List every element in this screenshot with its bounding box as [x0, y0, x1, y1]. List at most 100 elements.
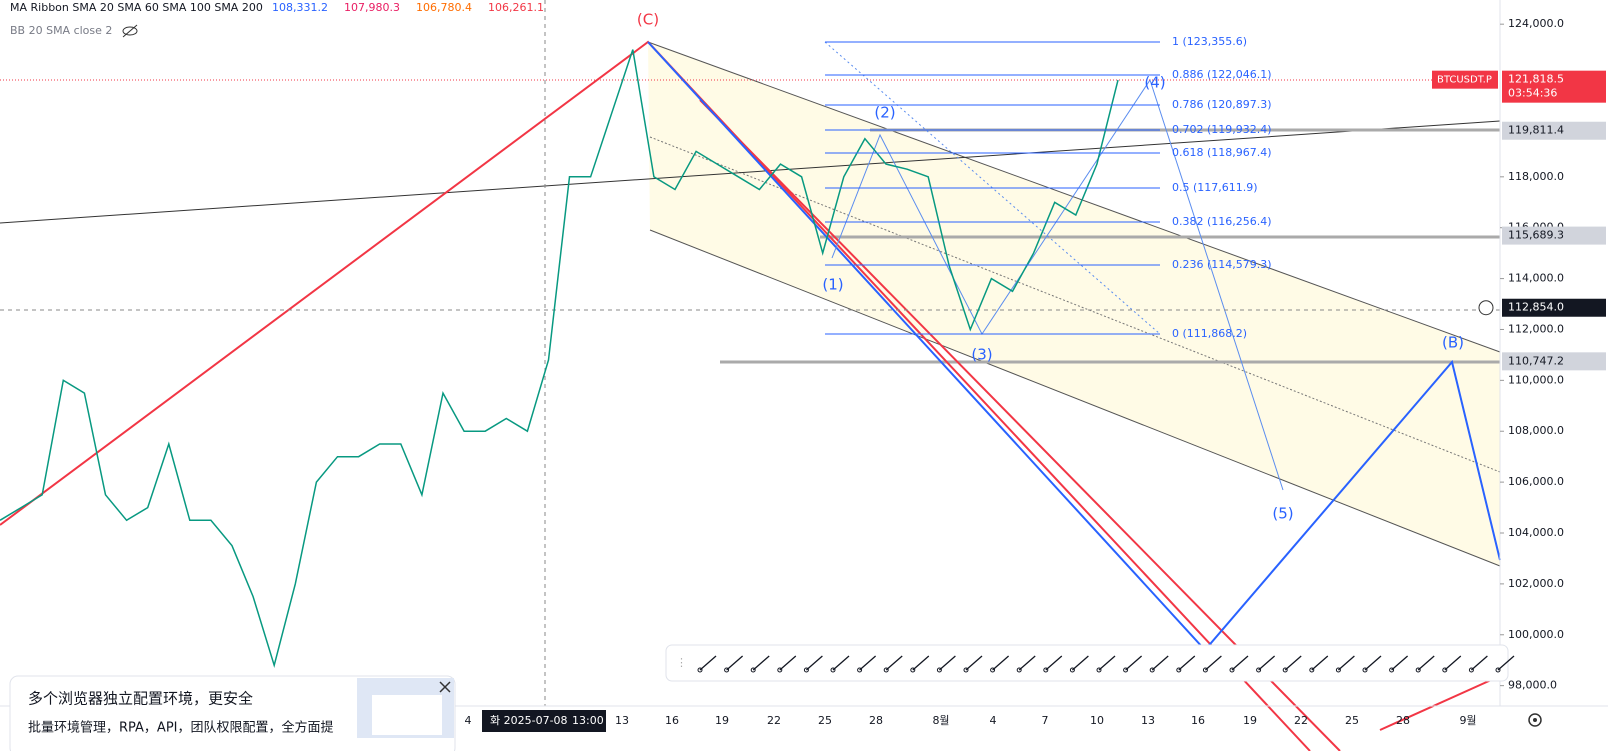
- fib-diagonal: [824, 41, 1161, 335]
- ad-body: 批量环境管理，RPA，API，团队权限配置，全方面提: [28, 720, 334, 736]
- fib-label: 0.786 (120,897.3): [1172, 98, 1272, 111]
- toolbar-button[interactable]: [990, 655, 1010, 673]
- icon-stroke: [1497, 655, 1515, 671]
- toolbar-button[interactable]: [1256, 655, 1276, 673]
- crosshair-price-label: 112,854.0: [1508, 301, 1564, 314]
- ad-title: 多个浏览器独立配置环境，更安全: [28, 690, 253, 708]
- icon-dot: [1043, 667, 1049, 673]
- icon-stroke: [965, 655, 983, 671]
- toolbar-button[interactable]: [1016, 655, 1036, 673]
- toolbar-button[interactable]: [963, 655, 983, 673]
- x-tick-label: 10: [1090, 714, 1104, 727]
- toolbar-button[interactable]: [750, 655, 770, 673]
- x-tick-label: 16: [665, 714, 679, 727]
- legend-bb: BB 20 SMA close 2: [10, 24, 112, 37]
- icon-dot: [697, 667, 703, 673]
- toolbar-button[interactable]: [1442, 655, 1462, 673]
- eye-icon[interactable]: [122, 24, 138, 38]
- ad-close[interactable]: [439, 681, 451, 693]
- fib-label: 1 (123,355.6): [1172, 35, 1247, 48]
- icon-dot: [830, 667, 836, 673]
- toolbar-button[interactable]: [857, 655, 877, 673]
- x-tick-label: 19: [715, 714, 729, 727]
- legend-value: 107,980.3: [344, 1, 400, 14]
- fib-label: 0.382 (116,256.4): [1172, 215, 1272, 228]
- toolbar-button[interactable]: [883, 655, 903, 673]
- price-tag-label: 121,818.5: [1508, 73, 1564, 86]
- toolbar-button[interactable]: [1495, 655, 1515, 673]
- wave-red: [699, 99, 1341, 751]
- icon-stroke: [1337, 655, 1355, 671]
- fib-label: 0.702 (119,932.4): [1172, 123, 1272, 136]
- icon-dot: [1096, 667, 1102, 673]
- icon-dot: [857, 667, 863, 673]
- toolbar-button[interactable]: [1176, 655, 1196, 673]
- settings-icon[interactable]: [1528, 713, 1542, 727]
- legend-ma: MA Ribbon SMA 20 SMA 60 SMA 100 SMA 200: [10, 1, 263, 14]
- x-tick-label: 4: [465, 714, 472, 727]
- icon-dot: [990, 667, 996, 673]
- plus-button[interactable]: [1478, 300, 1494, 316]
- x-tick-label: 4: [990, 714, 997, 727]
- toolbar-button[interactable]: [1468, 655, 1488, 673]
- icon-stroke: [885, 655, 903, 671]
- icon-stroke: [805, 655, 823, 671]
- x-tick-label: 7: [1042, 714, 1049, 727]
- icon-dot: [750, 667, 756, 673]
- price-line: [0, 49, 1119, 669]
- toolbar-button[interactable]: [1335, 655, 1355, 673]
- toolbar-button[interactable]: [697, 655, 717, 673]
- icon-dot: [1362, 667, 1368, 673]
- icon-stroke: [1364, 655, 1382, 671]
- toolbar-button[interactable]: [1309, 655, 1329, 673]
- crosshair-date: 화 2025-07-08: [490, 714, 568, 727]
- icon-dot: [1442, 667, 1448, 673]
- toolbar-button[interactable]: [1202, 655, 1222, 673]
- toolbar-button[interactable]: [830, 655, 850, 673]
- toolbar-button[interactable]: [1123, 655, 1143, 673]
- icon-dot: [1176, 667, 1182, 673]
- crosshair-time: 13:00: [572, 714, 604, 727]
- x-tick-label: 22: [767, 714, 781, 727]
- toolbar-button[interactable]: [1069, 655, 1089, 673]
- toolbar-button[interactable]: [1096, 655, 1116, 673]
- toolbar-button[interactable]: [1229, 655, 1249, 673]
- toolbar-button[interactable]: [936, 655, 956, 673]
- icon-stroke: [1391, 655, 1409, 671]
- toolbar-button[interactable]: [777, 655, 797, 673]
- icon-dot: [1202, 667, 1208, 673]
- x-tick-label: 19: [1243, 714, 1257, 727]
- fib-label: 0.5 (117,611.9): [1172, 181, 1258, 194]
- icon-stroke: [726, 655, 744, 671]
- y-tick-label: 98,000.0: [1508, 679, 1557, 692]
- toolbar-button[interactable]: [724, 655, 744, 673]
- icon-dot: [724, 667, 730, 673]
- icon-dot: [1123, 667, 1129, 673]
- icon-dot: [1415, 667, 1421, 673]
- icon-dot: [1468, 667, 1474, 673]
- y-tick-label: 118,000.0: [1508, 170, 1564, 183]
- toolbar-button[interactable]: [1149, 655, 1169, 673]
- symbol-tag: [1432, 70, 1498, 89]
- icon-stroke: [938, 655, 956, 671]
- wave-label: (C): [637, 11, 659, 29]
- toolbar-button[interactable]: [1043, 655, 1063, 673]
- toolbar-button[interactable]: [910, 655, 930, 673]
- icon-stroke: [699, 655, 717, 671]
- x-tick-label: 16: [1191, 714, 1205, 727]
- icon-dot: [803, 667, 809, 673]
- toolbar-button[interactable]: [803, 655, 823, 673]
- icon-dot: [1389, 667, 1395, 673]
- toolbar-button[interactable]: [1362, 655, 1382, 673]
- toolbar-button[interactable]: [1389, 655, 1409, 673]
- icon-stroke: [832, 655, 850, 671]
- icon-stroke: [992, 655, 1010, 671]
- fib-label: 0.618 (118,967.4): [1172, 146, 1272, 159]
- icon-dot: [1309, 667, 1315, 673]
- fib-label: 0.236 (114,579.3): [1172, 258, 1272, 271]
- toolbar-button[interactable]: [1282, 655, 1302, 673]
- icon-stroke: [1071, 655, 1089, 671]
- x-tick-label: 28: [869, 714, 883, 727]
- toolbar-button[interactable]: [1415, 655, 1435, 673]
